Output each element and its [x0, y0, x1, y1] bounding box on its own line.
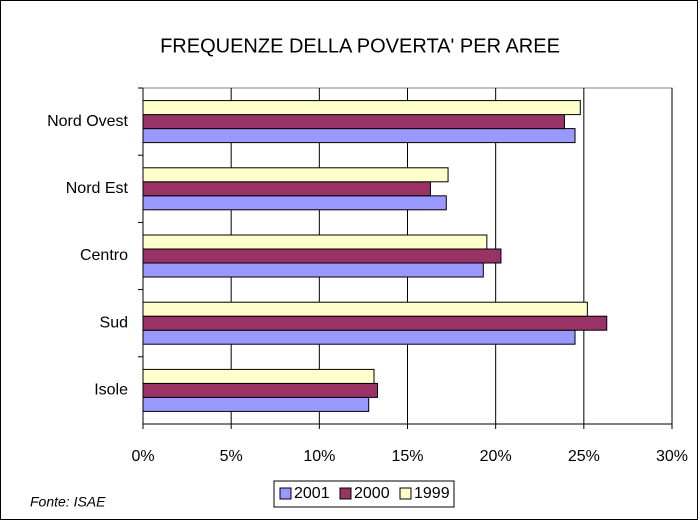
y-tick-label: Sud: [100, 314, 128, 331]
x-tick-label: 0%: [131, 448, 154, 465]
bar: [142, 195, 447, 211]
x-tick-label: 25%: [568, 448, 600, 465]
bar: [142, 368, 375, 384]
bar: [142, 100, 581, 116]
legend-label: 2000: [354, 485, 390, 502]
y-tick-label: Nord Ovest: [47, 113, 128, 130]
bar: [142, 262, 484, 278]
y-tick-label: Nord Est: [66, 180, 129, 197]
legend-label: 1999: [414, 485, 450, 502]
x-tick-label: 30%: [656, 448, 688, 465]
legend-swatch: [399, 487, 412, 500]
chart-title: FREQUENZE DELLA POVERTA' PER AREE: [160, 35, 560, 57]
bar: [142, 167, 449, 183]
legend-swatch: [339, 487, 352, 500]
y-tick-label: Isole: [94, 382, 128, 399]
bar: [142, 396, 370, 412]
bar: [142, 301, 588, 317]
bar: [142, 248, 502, 264]
bar: [142, 128, 576, 144]
source-note: Fonte: ISAE: [30, 494, 106, 510]
bar: [142, 181, 431, 197]
bar: [142, 114, 565, 130]
x-tick-label: 10%: [303, 448, 335, 465]
legend-swatch: [279, 487, 292, 500]
x-tick-label: 20%: [480, 448, 512, 465]
bar: [142, 315, 608, 331]
x-tick-label: 5%: [220, 448, 243, 465]
bar: [142, 234, 488, 250]
y-tick-label: Centro: [80, 247, 128, 264]
legend-label: 2001: [294, 485, 330, 502]
legend-box: [273, 480, 455, 508]
x-tick-label: 15%: [391, 448, 423, 465]
bar: [142, 382, 379, 398]
bar: [142, 329, 576, 345]
